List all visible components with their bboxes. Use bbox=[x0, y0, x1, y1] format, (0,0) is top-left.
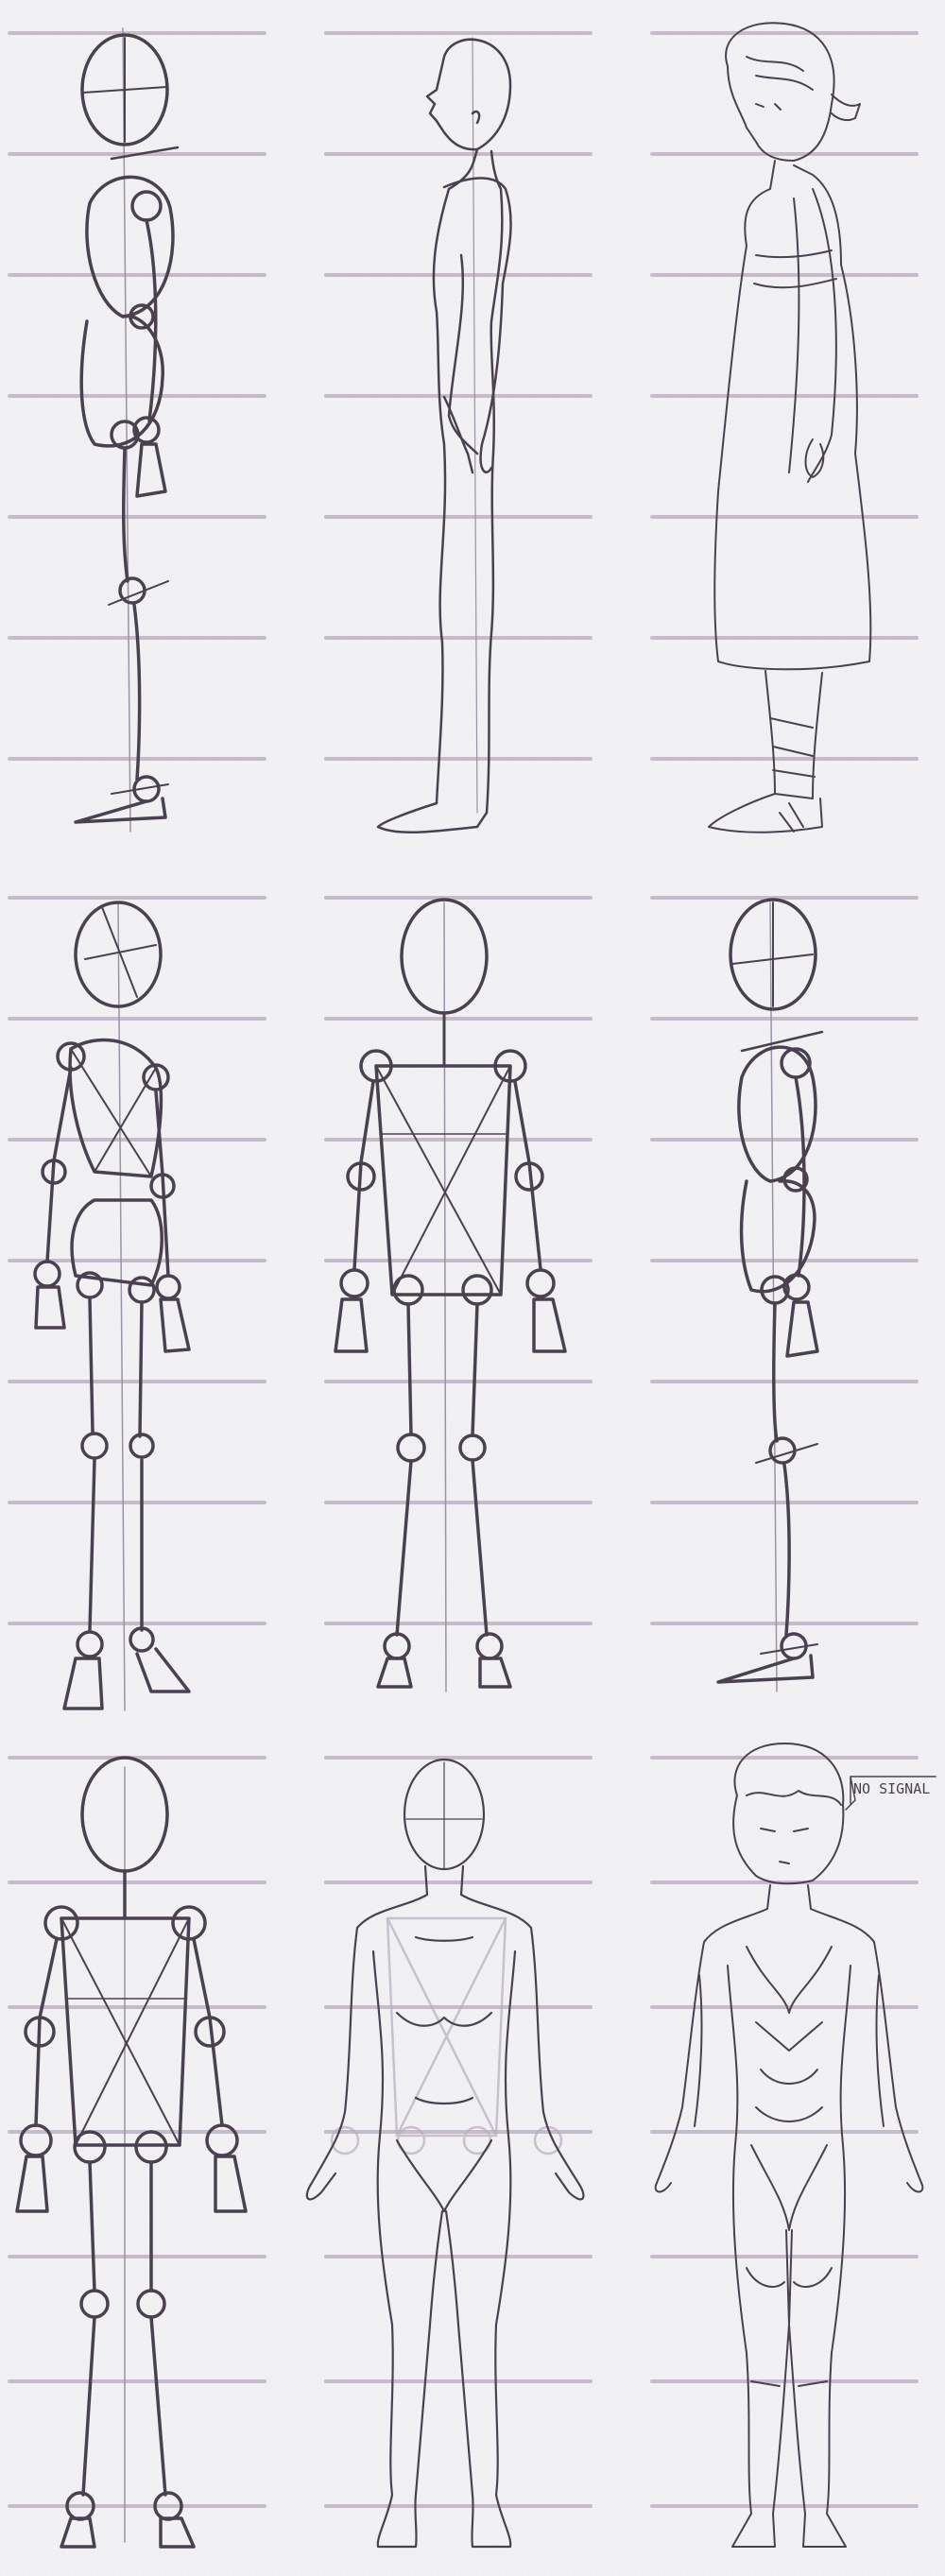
center-line bbox=[122, 27, 131, 833]
side-anatomy-figure bbox=[376, 37, 512, 833]
proportion-guide-lines bbox=[8, 31, 919, 2508]
ribcage-shape bbox=[85, 175, 175, 318]
three-quarter-mannequin-figure bbox=[33, 901, 191, 1711]
left-body-outline bbox=[654, 1884, 771, 2193]
head-shape bbox=[80, 33, 169, 146]
side-mannequin-figure bbox=[74, 27, 180, 833]
front-anatomy-figure bbox=[305, 1758, 585, 2549]
chest-line bbox=[395, 2011, 493, 2027]
front-clothed-character bbox=[654, 1743, 936, 2548]
row-front-view: NO SIGNAL bbox=[15, 1743, 936, 2549]
side-clothed-character bbox=[708, 22, 872, 833]
front-mannequin-figure bbox=[334, 898, 567, 1692]
no-signal-note: NO SIGNAL bbox=[853, 1780, 930, 1797]
wrist-joint bbox=[132, 416, 161, 444]
hand-block bbox=[135, 442, 167, 498]
row-side-view bbox=[74, 22, 872, 833]
hair-outline bbox=[732, 1743, 845, 1885]
trouser-leg bbox=[765, 670, 823, 799]
shoe bbox=[708, 793, 823, 833]
right-body-outline bbox=[807, 1884, 924, 2193]
suit-collar bbox=[746, 1946, 833, 2014]
side-mannequin-figure-2 bbox=[716, 898, 824, 1692]
row-mannequins bbox=[33, 898, 824, 1711]
head-outline bbox=[425, 38, 512, 151]
underlying-mannequin-ghost bbox=[330, 1916, 563, 2155]
front-mannequin-figure-2 bbox=[15, 1756, 248, 2549]
hair-outline bbox=[725, 22, 835, 162]
